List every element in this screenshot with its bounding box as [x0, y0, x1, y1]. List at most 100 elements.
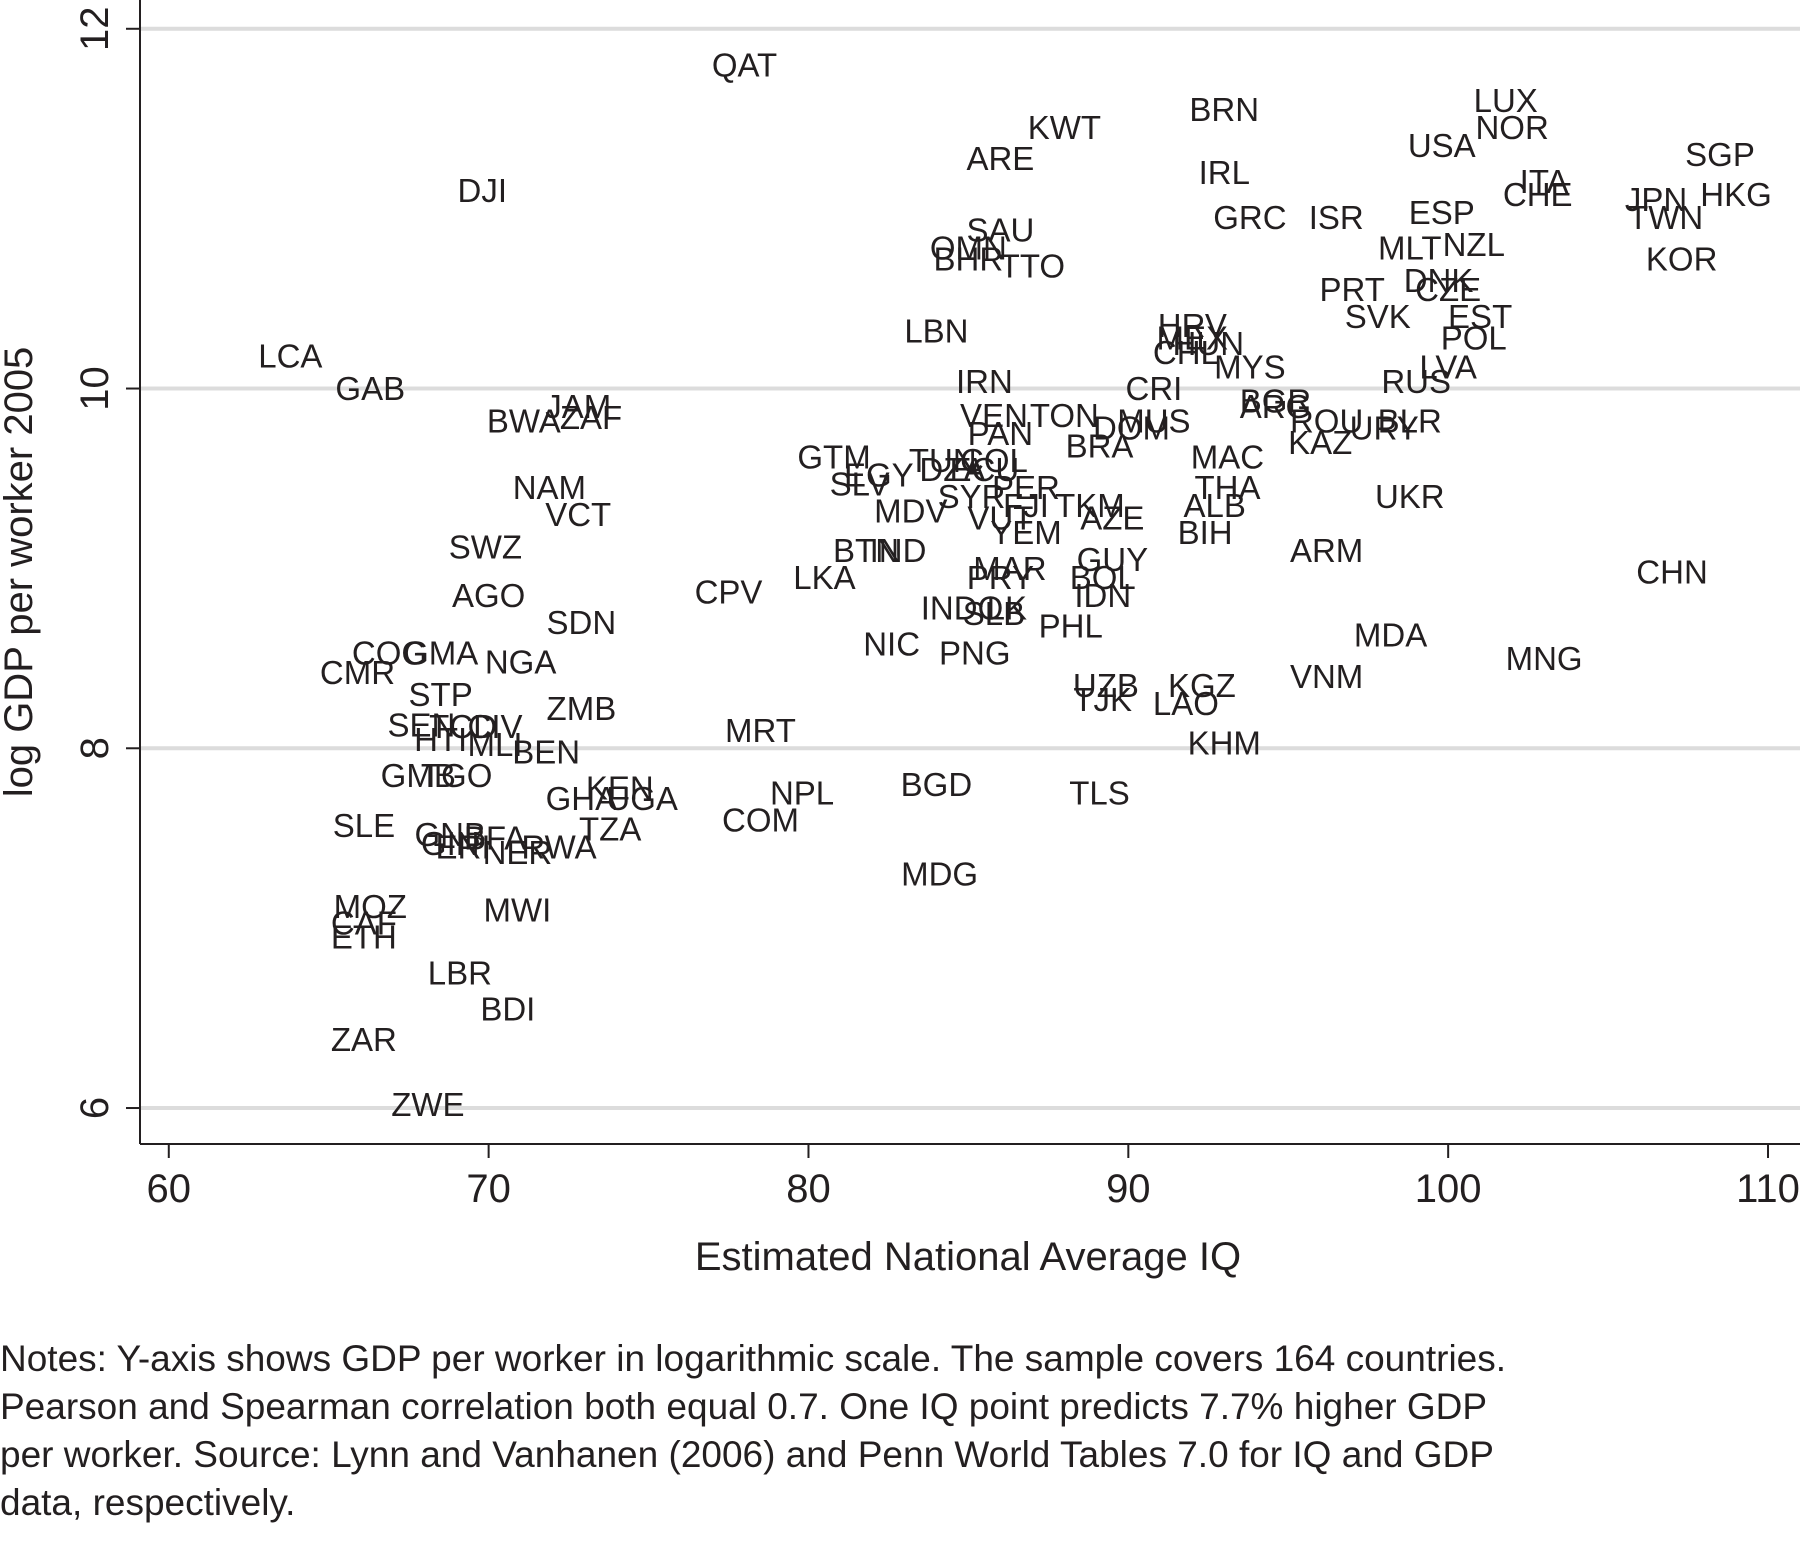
data-point-label: PRY	[967, 559, 1034, 596]
y-tick-label: 8	[73, 737, 117, 759]
data-point-label: BRN	[1189, 91, 1259, 128]
data-point-label: MEX	[1157, 320, 1229, 357]
data-point-label: ITA	[1520, 163, 1569, 200]
data-point-label: NOR	[1475, 109, 1548, 146]
data-point-label: GTM	[797, 438, 870, 475]
data-point-label: MDA	[1354, 616, 1427, 653]
data-point-label: TON	[1030, 397, 1099, 434]
data-point-label: KGZ	[1168, 667, 1236, 704]
data-point-label: TLS	[1069, 775, 1130, 812]
x-tick-label: 100	[1415, 1167, 1482, 1211]
data-point-label: PRT	[1320, 271, 1385, 308]
data-point-label: CIV	[468, 708, 523, 745]
data-point-label: THA	[1194, 469, 1260, 506]
data-point-label: LK	[987, 589, 1027, 626]
data-point-label: GRC	[1213, 199, 1286, 236]
data-point-label: TUN	[909, 442, 977, 479]
data-point-label: BGR	[1240, 383, 1312, 420]
data-point-label: NPL	[770, 775, 834, 812]
data-point-label: BIH	[1178, 514, 1233, 551]
y-tick-label: 6	[73, 1097, 117, 1119]
notes-line: Notes: Y-axis shows GDP per worker in lo…	[0, 1338, 1507, 1379]
data-point-label: MUS	[1117, 402, 1190, 439]
data-point-label: BGD	[901, 766, 973, 803]
data-point-label: GHA	[546, 780, 618, 817]
data-point-label: RUS	[1381, 363, 1451, 400]
data-point-label: GAB	[335, 370, 405, 407]
x-tick-label: 70	[466, 1167, 511, 1211]
data-point-label: INDO	[921, 589, 1004, 626]
data-point-label: EGY	[844, 456, 914, 493]
data-point-label: VNM	[1290, 658, 1363, 695]
data-point-label: IRL	[1199, 154, 1250, 191]
x-ticks: 60 70 80 90 100 110	[147, 1144, 1800, 1211]
data-point-label: KOR	[1646, 241, 1718, 278]
notes-line: per worker. Source: Lynn and Vanhanen (2…	[0, 1434, 1494, 1475]
data-point-label: NZL	[1443, 226, 1505, 263]
data-point-label: ZAR	[331, 1021, 397, 1058]
data-point-label: ESP	[1409, 194, 1475, 231]
data-point-label: GUY	[1077, 541, 1149, 578]
notes-line: data, respectively.	[0, 1482, 296, 1523]
data-point-label: MNG	[1506, 640, 1583, 677]
data-point-label: ISR	[1309, 199, 1364, 236]
data-point-label: UKR	[1375, 478, 1445, 515]
data-point-label: MRT	[725, 712, 796, 749]
data-point-label: MOZ	[334, 888, 407, 925]
data-point-label: BFA	[464, 820, 526, 857]
data-point-label: TJK	[1073, 681, 1132, 718]
data-point-label: TWN	[1628, 199, 1703, 236]
data-point-label: SLB	[963, 595, 1025, 632]
y-tick-label: 12	[73, 7, 117, 52]
data-point-label: SYR	[938, 478, 1006, 515]
data-point-label: ZAF	[560, 399, 622, 436]
data-point-label: TKM	[1055, 487, 1125, 524]
data-point-label: GIN	[421, 825, 480, 862]
data-point-label: COL	[960, 442, 1028, 479]
data-point-label: PNG	[939, 634, 1011, 671]
figure-notes: Notes: Y-axis shows GDP per worker in lo…	[0, 1335, 1800, 1527]
x-tick-label: 110	[1736, 1167, 1800, 1211]
data-point-label: BTN	[833, 532, 899, 569]
data-point-label: ARE	[966, 140, 1034, 177]
data-point-label: NER	[483, 834, 553, 871]
data-point-label: ERI	[436, 829, 491, 866]
y-ticks: 6 8 10 12	[73, 7, 140, 1119]
data-point-label: SVK	[1345, 298, 1411, 335]
data-point-label: MAR	[973, 550, 1046, 587]
data-point-label: TCD	[429, 708, 497, 745]
data-point-label: SGP	[1685, 136, 1755, 173]
data-point-label: CHL	[1153, 334, 1219, 371]
y-tick-label: 10	[73, 366, 117, 411]
data-point-label: HUN	[1173, 325, 1245, 362]
data-point-label: PAN	[968, 415, 1033, 452]
data-point-label: BHR	[934, 241, 1004, 278]
data-point-label: MDG	[901, 856, 978, 893]
data-point-label: LAO	[1153, 685, 1219, 722]
data-point-label: CHE	[1503, 176, 1573, 213]
data-point-label: DNK	[1404, 262, 1474, 299]
data-point-label: IDN	[1074, 577, 1131, 614]
data-point-label: VCT	[545, 496, 611, 533]
data-point-label: BDI	[480, 991, 535, 1028]
data-point-label: CMR	[320, 654, 395, 691]
data-point-label: YEM	[990, 514, 1062, 551]
data-point-label: CAF	[331, 904, 397, 941]
data-point-label: NAM	[513, 469, 586, 506]
data-point-label: KHM	[1188, 724, 1261, 761]
x-axis-title: Estimated National Average IQ	[695, 1235, 1241, 1279]
gridlines	[140, 26, 1800, 1111]
data-point-label: RWA	[521, 829, 596, 866]
data-point-label: CHN	[1636, 554, 1708, 591]
data-point-label: COG	[352, 634, 427, 671]
data-point-label: HKG	[1700, 176, 1772, 213]
data-point-label: CPV	[695, 573, 763, 610]
data-point-label: ZWE	[391, 1086, 464, 1123]
notes-line: Pearson and Spearman correlation both eq…	[0, 1386, 1488, 1427]
data-point-label: HTI	[414, 721, 467, 758]
y-axis-title: log GDP per worker 2005	[0, 347, 41, 798]
data-point-label: SLV	[830, 465, 890, 502]
data-point-label: MYS	[1214, 348, 1286, 385]
